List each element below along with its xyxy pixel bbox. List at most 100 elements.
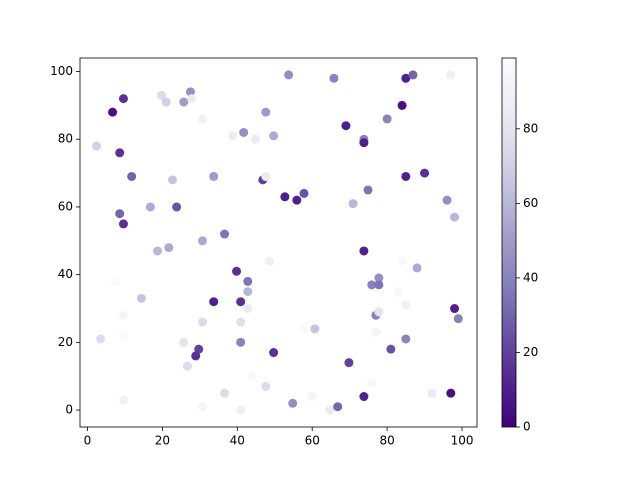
- point: [157, 90, 167, 100]
- point: [310, 324, 320, 334]
- point: [386, 344, 396, 354]
- point: [408, 70, 418, 80]
- point: [209, 171, 219, 181]
- point: [243, 304, 253, 314]
- point: [299, 188, 309, 198]
- point: [187, 94, 197, 104]
- point: [299, 324, 309, 334]
- x-tick-label: 100: [451, 434, 474, 448]
- point: [442, 195, 452, 205]
- x-tick-label: 60: [305, 434, 320, 448]
- point: [446, 70, 456, 80]
- y-tick-label: 80: [58, 132, 73, 146]
- point: [118, 331, 128, 341]
- point: [118, 94, 128, 104]
- point: [401, 171, 411, 181]
- point: [325, 405, 335, 415]
- point: [164, 243, 174, 253]
- point: [236, 317, 246, 327]
- point: [145, 202, 155, 212]
- point: [341, 121, 351, 131]
- y-tick-label: 60: [58, 199, 73, 213]
- point: [401, 300, 411, 310]
- point: [359, 246, 369, 256]
- colorbar: [501, 57, 517, 428]
- point: [115, 209, 125, 219]
- point: [91, 141, 101, 151]
- point: [265, 256, 275, 266]
- point: [344, 358, 354, 368]
- point: [401, 334, 411, 344]
- point: [397, 100, 407, 110]
- point: [329, 73, 339, 83]
- colorbar-tick-label: 0: [523, 420, 531, 434]
- colorbar-tick-label: 40: [523, 270, 538, 284]
- x-tick-label: 40: [230, 434, 245, 448]
- point: [111, 276, 121, 286]
- x-tick-label: 0: [84, 434, 92, 448]
- point: [453, 314, 463, 324]
- point: [168, 175, 178, 185]
- point: [185, 87, 195, 97]
- plot-area: [79, 57, 478, 428]
- point: [182, 361, 192, 371]
- point: [197, 402, 207, 412]
- point: [450, 304, 460, 314]
- point: [284, 70, 294, 80]
- point: [220, 388, 230, 398]
- point: [261, 107, 271, 117]
- point: [96, 334, 106, 344]
- point: [251, 134, 261, 144]
- y-tick-label: 0: [65, 403, 73, 417]
- point: [367, 280, 377, 290]
- point: [236, 405, 246, 415]
- point: [153, 246, 163, 256]
- point: [427, 388, 437, 398]
- point: [243, 276, 253, 286]
- point: [220, 229, 230, 239]
- x-tick-label: 20: [155, 434, 170, 448]
- point: [209, 297, 219, 307]
- point: [397, 256, 407, 266]
- point: [197, 114, 207, 124]
- point: [374, 307, 384, 317]
- point: [136, 293, 146, 303]
- point: [359, 138, 369, 148]
- point: [161, 97, 171, 107]
- point: [333, 402, 343, 412]
- y-tick-label: 20: [58, 335, 73, 349]
- point: [115, 148, 125, 158]
- point: [280, 192, 290, 202]
- colorbar-tick-label: 20: [523, 345, 538, 359]
- point: [374, 280, 384, 290]
- y-tick-label: 40: [58, 267, 73, 281]
- point: [228, 131, 238, 141]
- point: [269, 348, 279, 358]
- colorbar-tick-label: 60: [523, 196, 538, 210]
- point: [363, 185, 373, 195]
- point: [450, 212, 460, 222]
- point: [261, 381, 271, 391]
- point: [247, 371, 257, 381]
- point: [446, 388, 456, 398]
- point: [261, 171, 271, 181]
- point: [412, 263, 422, 273]
- point: [393, 287, 403, 297]
- point: [179, 97, 189, 107]
- point: [118, 219, 128, 229]
- point: [191, 351, 201, 361]
- point: [348, 199, 358, 209]
- point: [118, 395, 128, 405]
- point: [288, 398, 298, 408]
- point: [292, 195, 302, 205]
- point: [382, 114, 392, 124]
- colorbar-tick-label: 80: [523, 121, 538, 135]
- point: [172, 202, 182, 212]
- point: [232, 266, 242, 276]
- point: [359, 392, 369, 402]
- point: [374, 273, 384, 283]
- point: [307, 392, 317, 402]
- point: [108, 107, 118, 117]
- point: [179, 337, 189, 347]
